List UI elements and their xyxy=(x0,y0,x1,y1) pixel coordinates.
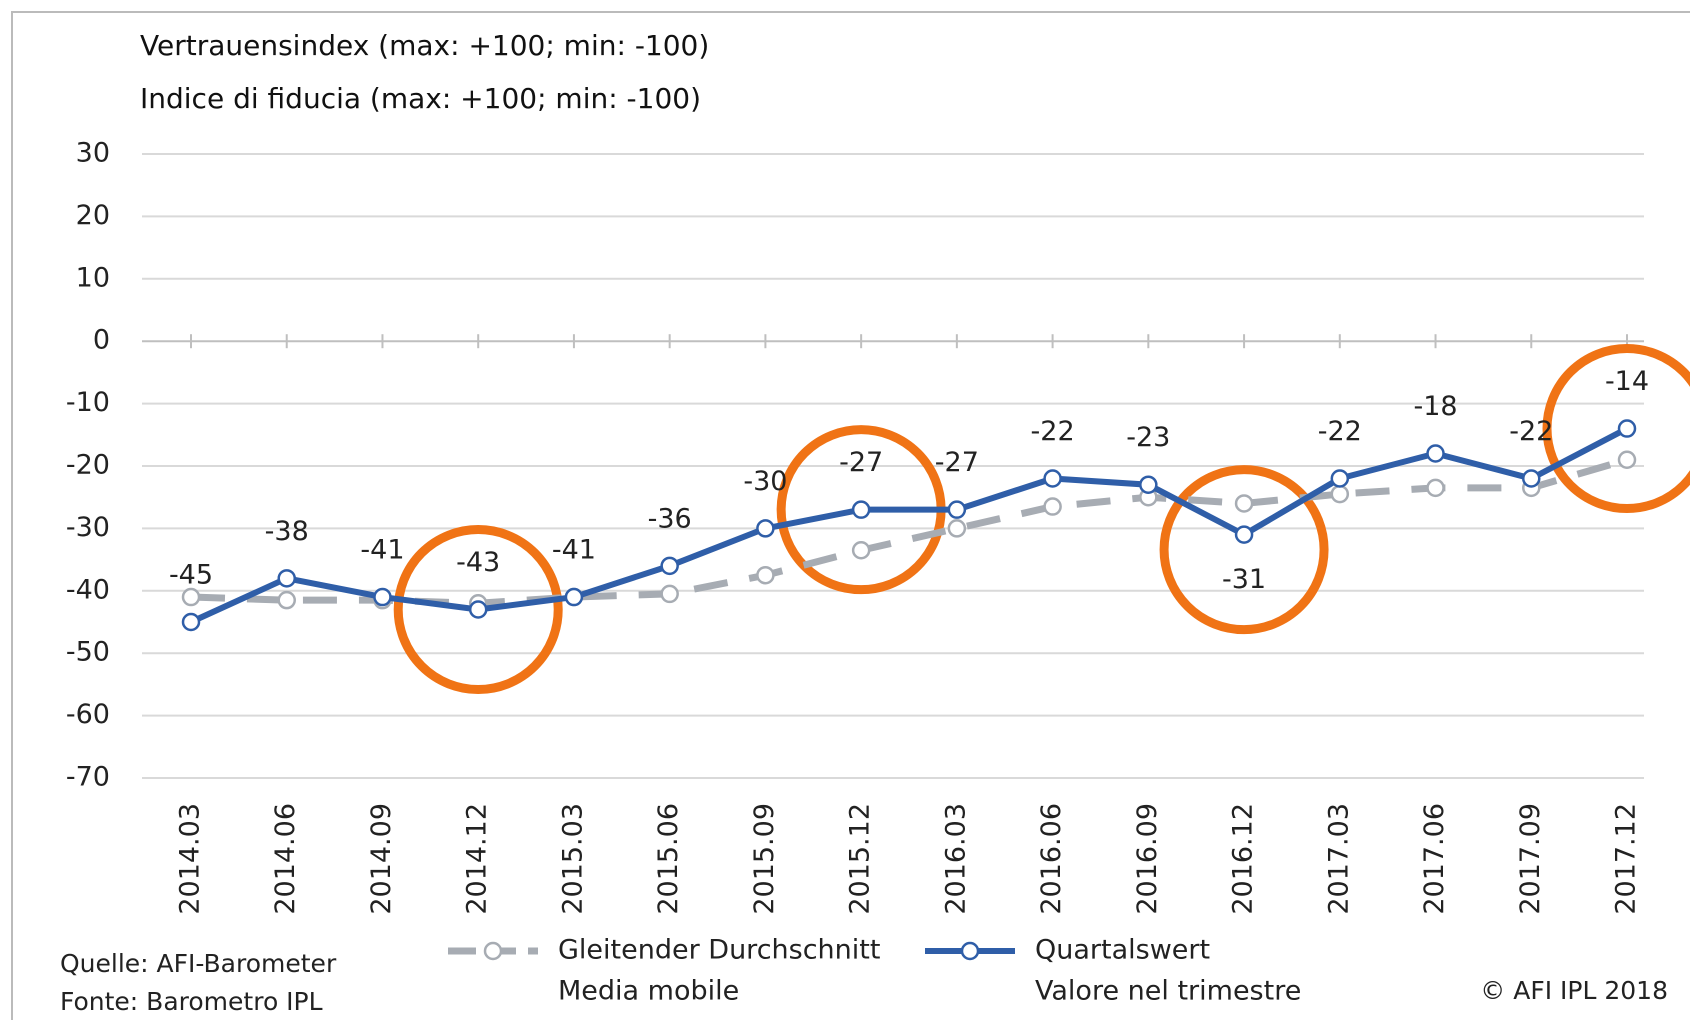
y-tick-label: 0 xyxy=(93,325,110,356)
data-label: -38 xyxy=(265,516,309,547)
frame xyxy=(11,11,1690,1020)
legend-label: Valore nel trimestre xyxy=(1035,976,1301,1007)
point-marker xyxy=(1234,525,1254,544)
point-marker xyxy=(1426,444,1445,463)
point-marker xyxy=(851,500,871,519)
x-tick-label: 2016.03 xyxy=(940,803,971,915)
data-label: -30 xyxy=(743,466,787,497)
y-tick-label: 20 xyxy=(76,200,110,231)
point-marker xyxy=(1043,497,1062,516)
data-label: -18 xyxy=(1413,391,1457,422)
point-marker xyxy=(1330,484,1350,504)
data-label: -43 xyxy=(456,547,500,578)
point-marker xyxy=(1522,469,1541,488)
point-marker xyxy=(181,612,201,632)
data-label: -14 xyxy=(1605,366,1649,397)
point-marker xyxy=(1617,419,1637,438)
data-label: -22 xyxy=(1509,416,1553,447)
point-marker xyxy=(1426,478,1445,498)
data-label: -41 xyxy=(552,535,596,566)
point-marker xyxy=(660,556,679,576)
point-marker xyxy=(1234,494,1254,513)
point-marker xyxy=(564,587,584,607)
y-tick-label: -30 xyxy=(66,512,110,543)
legend-marker xyxy=(483,941,503,961)
x-tick-label: 2015.12 xyxy=(845,803,876,915)
x-tick-label: 2017.06 xyxy=(1419,803,1450,915)
x-tick-label: 2015.03 xyxy=(557,803,588,915)
x-tick-label: 2017.03 xyxy=(1323,803,1354,915)
data-label: -31 xyxy=(1222,564,1266,595)
source: Fonte: Barometro IPL xyxy=(60,987,323,1016)
point-marker xyxy=(756,565,775,585)
highlight-circle xyxy=(1542,344,1690,514)
point-marker xyxy=(1617,450,1637,470)
x-tick-label: 2017.09 xyxy=(1515,803,1546,915)
x-tick-label: 2014.03 xyxy=(175,803,206,915)
data-label: -22 xyxy=(1318,416,1362,447)
data-label: -22 xyxy=(1031,416,1075,447)
data-label: -41 xyxy=(360,535,404,566)
y-tick-label: -70 xyxy=(66,762,110,793)
point-marker xyxy=(947,500,967,519)
point-marker xyxy=(1043,469,1062,488)
x-tick-label: 2015.06 xyxy=(653,803,684,915)
point-marker xyxy=(373,587,392,607)
x-tick-label: 2016.12 xyxy=(1228,803,1259,915)
chart-subtitle: Indice di fiducia (max: +100; min: -100) xyxy=(140,82,701,115)
data-label: -45 xyxy=(169,560,213,591)
data-label: -36 xyxy=(648,503,692,534)
x-tick-label: 2016.09 xyxy=(1132,803,1163,915)
y-tick-label: 30 xyxy=(76,138,110,169)
x-tick-label: 2014.09 xyxy=(366,803,397,915)
y-tick-label: -40 xyxy=(66,574,110,605)
x-tick-label: 2014.06 xyxy=(270,803,301,915)
y-tick-label: -50 xyxy=(66,637,110,668)
point-marker xyxy=(181,587,201,607)
point-marker xyxy=(277,569,296,588)
legend-marker xyxy=(960,941,980,961)
highlight-circle xyxy=(393,525,563,695)
data-label: -27 xyxy=(839,447,883,478)
x-tick-label: 2015.09 xyxy=(749,803,780,915)
point-marker xyxy=(277,590,296,610)
point-marker xyxy=(947,519,967,538)
point-marker xyxy=(660,584,679,604)
legend-label: Gleitender Durchschnitt xyxy=(558,935,880,966)
series-line xyxy=(189,425,1629,625)
highlight-circle xyxy=(1159,465,1329,635)
point-marker xyxy=(851,540,871,560)
x-tick-label: 2016.06 xyxy=(1036,803,1067,915)
source: Quelle: AFI-Barometer xyxy=(60,949,337,978)
y-tick-label: 10 xyxy=(76,262,110,293)
chart-title: Vertrauensindex (max: +100; min: -100) xyxy=(140,29,709,62)
x-tick-label: 2014.12 xyxy=(462,803,493,915)
point-marker xyxy=(1139,475,1158,494)
data-label: -27 xyxy=(935,447,979,478)
legend-label: Media mobile xyxy=(558,976,739,1007)
point-marker xyxy=(1330,469,1350,488)
data-label: -23 xyxy=(1126,422,1170,453)
y-tick-label: -60 xyxy=(66,699,110,730)
copyright: © AFI IPL 2018 xyxy=(1480,976,1668,1005)
point-marker xyxy=(468,600,488,619)
y-tick-label: -20 xyxy=(66,450,110,481)
legend-label: Quartalswert xyxy=(1035,935,1210,966)
y-tick-label: -10 xyxy=(66,387,110,418)
point-marker xyxy=(756,519,775,538)
x-tick-label: 2017.12 xyxy=(1611,803,1642,915)
